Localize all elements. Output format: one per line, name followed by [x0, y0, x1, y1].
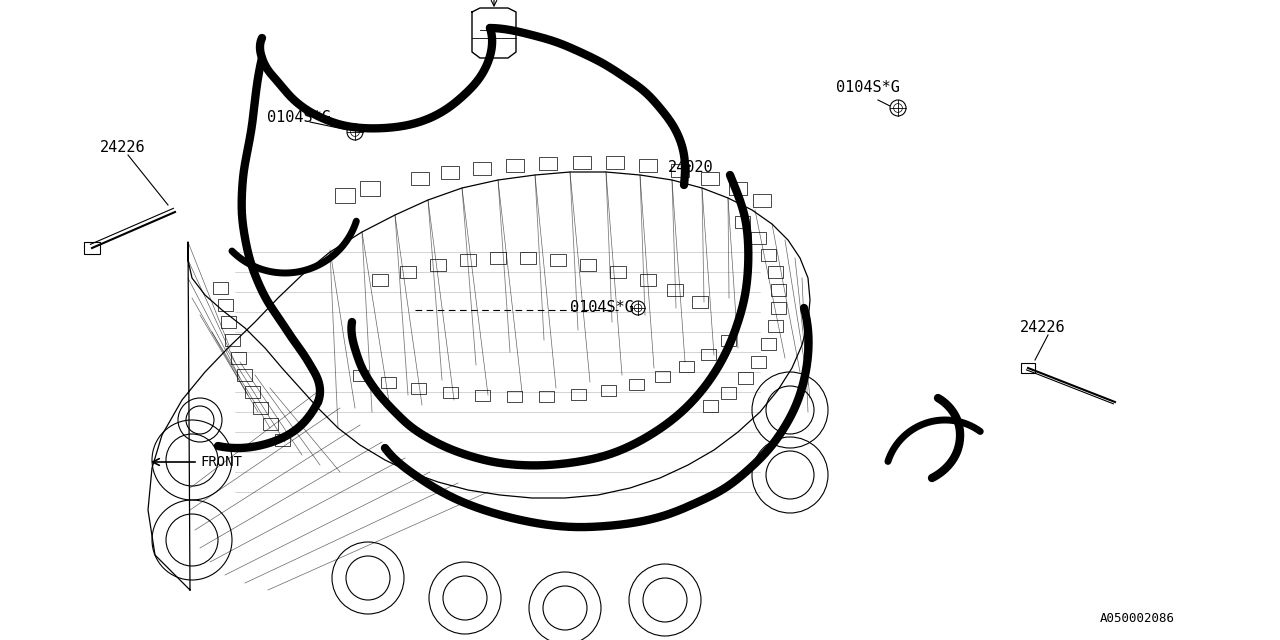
Text: 24020: 24020	[668, 161, 714, 175]
Bar	[1021, 363, 1036, 373]
Bar	[550, 254, 566, 266]
Bar	[760, 338, 776, 350]
Bar	[335, 188, 355, 202]
Bar	[721, 335, 736, 346]
Bar	[628, 378, 644, 390]
Bar	[360, 180, 380, 195]
Text: 0104S*G: 0104S*G	[268, 111, 330, 125]
Bar	[573, 156, 591, 168]
Text: 24226: 24226	[1020, 321, 1066, 335]
Circle shape	[347, 124, 364, 140]
Bar	[737, 372, 753, 384]
Bar	[580, 259, 596, 271]
Bar	[442, 166, 460, 179]
Bar	[771, 302, 786, 314]
Text: 0104S*G: 0104S*G	[570, 301, 634, 316]
Bar	[475, 390, 489, 401]
Bar	[224, 334, 239, 346]
Bar	[639, 159, 657, 172]
Bar	[430, 259, 445, 271]
Bar	[611, 266, 626, 278]
Bar	[735, 216, 750, 228]
Bar	[399, 266, 416, 278]
Bar	[352, 369, 367, 381]
Bar	[760, 249, 776, 261]
Text: 0104S*G: 0104S*G	[836, 81, 900, 95]
Bar	[667, 284, 684, 296]
Bar	[520, 252, 536, 264]
Bar	[84, 242, 100, 254]
Bar	[474, 161, 492, 175]
Bar	[539, 157, 557, 170]
Bar	[460, 254, 476, 266]
Bar	[411, 383, 425, 394]
Bar	[380, 376, 396, 387]
Text: A050002086: A050002086	[1100, 611, 1175, 625]
Text: 24226: 24226	[100, 141, 146, 156]
Bar	[671, 163, 689, 177]
Circle shape	[890, 100, 906, 116]
Bar	[490, 252, 506, 264]
Bar	[262, 418, 278, 430]
Bar	[443, 387, 457, 397]
Bar	[700, 349, 716, 360]
Bar	[768, 266, 782, 278]
Text: FRONT: FRONT	[200, 455, 242, 469]
Bar	[730, 182, 748, 195]
Bar	[678, 360, 694, 371]
Bar	[771, 284, 786, 296]
Bar	[411, 172, 429, 184]
Bar	[750, 356, 765, 368]
Bar	[753, 193, 771, 207]
Bar	[721, 387, 736, 399]
Bar	[252, 402, 268, 414]
Bar	[750, 232, 765, 244]
Bar	[605, 156, 625, 168]
Bar	[539, 390, 553, 401]
Bar	[692, 296, 708, 308]
Bar	[372, 274, 388, 286]
Bar	[507, 390, 521, 401]
Bar	[237, 369, 251, 381]
Circle shape	[631, 301, 645, 315]
Bar	[220, 316, 236, 328]
Bar	[768, 320, 782, 332]
Bar	[212, 282, 228, 294]
Bar	[703, 400, 718, 412]
Bar	[506, 159, 524, 172]
Bar	[654, 371, 669, 381]
Bar	[571, 388, 585, 399]
Bar	[218, 299, 233, 311]
Bar	[244, 386, 260, 398]
Bar	[600, 385, 616, 396]
Bar	[701, 172, 719, 184]
Bar	[274, 434, 289, 446]
Bar	[640, 274, 657, 286]
Bar	[230, 352, 246, 364]
